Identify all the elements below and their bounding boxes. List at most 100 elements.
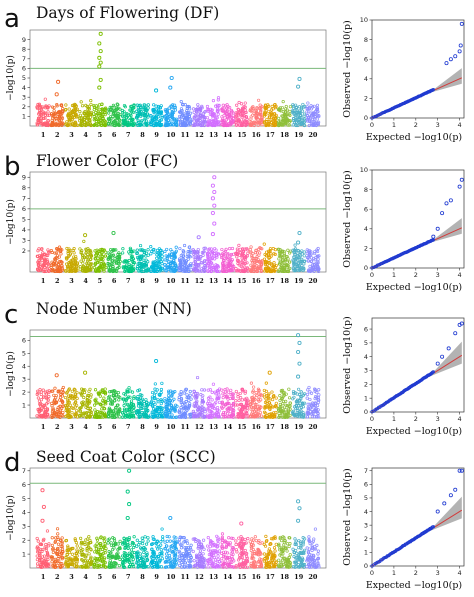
snp-point: [199, 123, 203, 127]
snp-point: [53, 111, 57, 115]
snp-point: [234, 111, 238, 115]
qq-x-tick-label: 1: [392, 415, 396, 423]
snp-point: [47, 113, 51, 117]
chromosome-label: 10: [166, 277, 176, 285]
snp-point: [273, 106, 278, 110]
y-axis-label: −log10(p): [5, 55, 16, 101]
y-tick-label: 4: [22, 509, 26, 517]
snp-point: [88, 119, 92, 123]
snp-point: [202, 123, 206, 128]
snp-point: [99, 123, 104, 128]
snp-point: [141, 106, 146, 110]
snp-point: [189, 117, 193, 121]
snp-point: [200, 388, 204, 392]
snp-point: [92, 108, 96, 112]
peak-snp-point: [98, 31, 103, 36]
snp-point: [93, 116, 97, 121]
snp-point: [149, 245, 153, 249]
snp-point: [263, 112, 267, 116]
chromosome-8-points: [134, 388, 151, 419]
chromosome-label: 12: [195, 131, 204, 139]
chromosome-18-points: [276, 387, 292, 419]
snp-point: [47, 394, 51, 399]
y-tick-label: 5: [22, 216, 26, 224]
chromosome-label: 14: [223, 131, 233, 139]
snp-point: [128, 108, 132, 112]
peak-snp-point: [267, 370, 272, 375]
qq-x-tick-label: 4: [458, 415, 462, 423]
snp-point: [35, 123, 40, 127]
snp-point: [193, 114, 197, 118]
snp-point: [51, 550, 55, 555]
chromosome-label: 4: [83, 423, 88, 431]
snp-point: [187, 398, 191, 402]
snp-point: [262, 114, 267, 118]
qq-y-tick-label: 6: [364, 325, 368, 333]
snp-point: [70, 552, 75, 556]
snp-point: [286, 248, 290, 252]
snp-point: [117, 398, 121, 402]
snp-point: [263, 111, 268, 115]
snp-point: [302, 123, 306, 128]
snp-point: [267, 120, 271, 124]
snp-point: [126, 122, 130, 126]
snp-point: [255, 106, 259, 110]
snp-point: [259, 109, 263, 113]
peak-snp-point: [97, 64, 102, 69]
snp-point: [60, 123, 64, 127]
snp-point: [117, 123, 121, 128]
snp-point: [306, 388, 310, 392]
snp-point: [263, 103, 268, 107]
snp-point: [260, 117, 264, 122]
snp-point: [254, 391, 258, 395]
chromosome-label: 17: [266, 423, 275, 431]
snp-point: [115, 102, 119, 106]
snp-point: [44, 542, 48, 547]
snp-point: [230, 246, 235, 251]
snp-point: [300, 118, 304, 122]
snp-point: [244, 114, 248, 119]
snp-point: [155, 112, 159, 116]
snp-point: [266, 104, 271, 108]
chromosome-15-points: [234, 387, 250, 419]
snp-point: [217, 400, 222, 404]
snp-point: [46, 122, 50, 126]
y-axis-label: −log10(p): [5, 199, 16, 245]
chromosome-7-points: [120, 103, 136, 128]
panel-letter: a: [4, 4, 20, 34]
chromosome-7-points: [120, 386, 136, 419]
chromosome-19-points: [291, 102, 307, 128]
chromosome-10-points: [163, 103, 179, 128]
panel-title: Flower Color (FC): [36, 152, 178, 170]
chromosome-label: 2: [55, 131, 60, 139]
snp-point: [191, 393, 195, 397]
chromosome-4-points: [78, 99, 94, 128]
snp-point: [60, 536, 64, 540]
snp-point: [160, 381, 164, 385]
snp-point: [280, 106, 284, 110]
snp-point: [139, 123, 143, 127]
snp-point: [63, 108, 68, 112]
snp-point: [170, 104, 174, 108]
snp-point: [216, 98, 220, 102]
snp-point: [64, 103, 68, 107]
chromosome-label: 19: [294, 423, 304, 431]
snp-point: [227, 390, 231, 394]
snp-point: [169, 248, 173, 252]
snp-point: [67, 122, 71, 127]
snp-point: [46, 110, 50, 114]
qq-y-tick-label: 8: [364, 36, 368, 44]
snp-point: [297, 117, 301, 121]
qq-y-tick-label: 2: [364, 381, 368, 389]
snp-point: [92, 266, 97, 270]
snp-point: [238, 123, 242, 127]
chromosome-label: 10: [166, 131, 176, 139]
snp-point: [235, 255, 239, 259]
snp-point: [165, 108, 169, 113]
chromosome-label: 20: [308, 131, 318, 139]
snp-point: [244, 123, 248, 128]
snp-point: [258, 113, 262, 117]
snp-point: [70, 411, 74, 415]
chromosome-label: 13: [209, 131, 219, 139]
